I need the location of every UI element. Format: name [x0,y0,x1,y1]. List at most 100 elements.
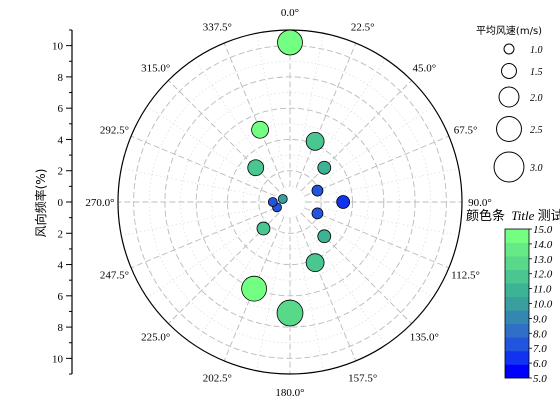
angular-grid-line [304,135,450,197]
angular-grid-line [315,106,434,185]
angular-grid-line [300,80,412,192]
angle-tick-label: 67.5° [454,124,478,136]
angle-tick-label: 292.5° [100,124,129,136]
radial-grid-circle [148,60,432,344]
angular-grid-line [295,42,357,188]
angular-grid-line [223,42,285,188]
colorbar-tick-label: 11.0 [533,284,552,296]
bubble-point [311,184,324,197]
bubble-point [305,131,325,151]
colorbar-segment [505,296,529,311]
bubble-point [336,195,351,209]
angular-grid-line [121,168,260,197]
colorbar-tick-label: 14.0 [533,239,553,251]
angular-grid-line [121,207,260,236]
angular-grid-line [304,207,450,269]
size-legend-circle [493,151,525,183]
colorbar-tick-label: 15.0 [533,224,553,236]
angular-grid-line [307,58,386,177]
colorbar-segment [505,283,529,298]
bubble-point [247,159,265,177]
angle-tick-label: 225.0° [141,331,170,343]
angular-grid-line [168,212,280,324]
colorbar: 颜色条 Title 测试 15.0 14.0 13.0 12.0 11.0 10.0 9.0… [466,208,560,385]
bubble-points [241,29,351,327]
colorbar-title-italic: Title [511,208,534,223]
bubble-point [251,120,269,139]
colorbar-tick-label: 10.0 [533,299,553,311]
radial-axis-tick-label: 6 [58,291,64,303]
angle-tick-label: 0.0° [281,7,299,19]
size-legend-label: 2.5 [530,125,543,136]
bubble-point [256,221,271,236]
radial-axis: 风向频率(%) 0 2 2 4 4 6 6 8 8 10 10 [33,29,73,375]
size-legend-label: 2.0 [530,93,543,104]
angular-grid-line [168,80,280,192]
colorbar-title: 颜色条 Title 测试 [466,208,560,223]
radial-axis-label: 风向频率(%) [33,169,48,238]
angle-tick-label: 157.5° [348,373,377,385]
angle-tick-label: 135.0° [410,331,439,343]
angle-tick-label: 270.0° [85,197,114,209]
angular-grid-line [130,207,276,269]
size-legend-label: 1.5 [530,67,543,78]
radial-axis-tick-label: 10 [52,41,64,53]
angular-grid-line [194,58,273,177]
colorbar-tick-label: 7.0 [533,343,547,355]
angular-grid-line [223,216,285,362]
radial-axis-tick-label: 6 [58,103,64,115]
colorbar-segment [505,337,529,352]
bubble-point [277,194,288,204]
angle-tick-labels: 0.0° 22.5° 45.0° 67.5° 90.0° 112.5° 135.0° 157.… [85,7,491,399]
size-legend-circle [498,86,520,108]
radial-axis-tick-label: 2 [58,228,64,240]
polar-grid [117,29,463,375]
colorbar-tick-label: 6.0 [533,358,547,370]
angular-grid-line [295,33,324,172]
colorbar-tick-label: 12.0 [533,269,553,281]
colorbar-tick-label: 5.0 [533,373,547,385]
bubble-point [267,197,278,207]
radial-axis-tick-label: 4 [58,260,64,272]
colorbar-segment [505,310,529,325]
colorbar-segment [505,242,529,257]
radial-axis-tick-label: 8 [58,322,64,334]
size-legend-label: 1.0 [530,45,543,56]
bubble-point [311,207,324,220]
colorbar-tick-label: 13.0 [533,254,553,266]
radial-grid-circle [195,107,385,297]
colorbar-segment [505,256,529,270]
colorbar-segment [505,323,529,338]
radial-axis-tick-label: 4 [58,134,64,146]
bubble-point [317,229,332,244]
colorbar-title-cn: 颜色条 [466,208,505,223]
angle-tick-label: 90.0° [468,197,492,209]
angular-grid-line [194,227,273,346]
angular-grid-line [315,219,434,298]
bubble-point [317,160,332,175]
colorbar-segment [505,229,529,243]
angular-grid-line [295,232,324,371]
angular-grid-line [295,216,357,362]
angle-tick-label: 180.0° [275,387,304,399]
angle-tick-label: 202.5° [203,373,232,385]
colorbar-segment [505,350,529,365]
bubble-point [241,275,267,302]
angle-tick-label: 315.0° [141,63,170,75]
radial-axis-tick-label: 2 [58,166,64,178]
radial-axis-tick-label: 0 [58,197,64,209]
angle-tick-label: 22.5° [351,21,375,33]
size-legend-title: 平均风速(m/s) [476,25,542,37]
angle-tick-label: 337.5° [203,21,232,33]
angular-grid-line [320,207,459,236]
colorbar-title-tail: 测试 [538,208,560,223]
angular-grid-line [146,106,265,185]
radial-axis-tick-label: 10 [52,353,64,365]
size-legend-circle [503,43,515,55]
colorbar-tick-label: 8.0 [533,328,547,340]
angular-grid-line [146,219,265,298]
bubble-point [277,29,303,56]
angle-tick-label: 45.0° [413,63,437,75]
angular-grid-line [307,227,386,346]
